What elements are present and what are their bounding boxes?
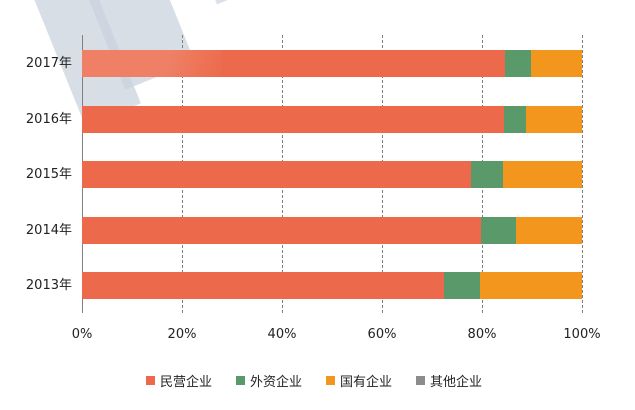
bar-segment	[479, 272, 582, 300]
watermark-shape	[214, 0, 230, 5]
bar-row	[82, 50, 582, 77]
y-axis-label: 2017年	[25, 56, 72, 71]
legend-swatch-icon	[326, 376, 335, 385]
y-axis-label: 2013年	[25, 278, 72, 294]
bar-row	[82, 161, 582, 189]
legend-item: 国有企业	[326, 371, 416, 390]
bar-segment	[443, 272, 480, 300]
bar-segment	[82, 50, 505, 77]
legend-swatch-icon	[146, 376, 155, 385]
bar-segment	[503, 161, 582, 189]
bar-segment	[82, 272, 444, 300]
bar-row	[82, 272, 582, 300]
legend-item: 外资企业	[236, 371, 326, 390]
x-axis-tick-label: 40%	[267, 327, 297, 342]
legend-item: 其他企业	[416, 371, 506, 390]
bar-segment	[82, 105, 504, 133]
legend-swatch-icon	[236, 376, 245, 385]
legend-swatch-icon	[416, 376, 425, 385]
y-axis-label: 2014年	[25, 222, 72, 238]
bar-segment	[82, 161, 471, 189]
y-axis-label: 2015年	[25, 167, 72, 183]
y-axis-label: 2016年	[25, 111, 72, 127]
legend-label: 其他企业	[430, 375, 483, 390]
bar-segment	[82, 216, 481, 244]
bar-row	[82, 216, 582, 244]
bar-segment	[503, 105, 526, 133]
bar-segment	[470, 161, 503, 189]
legend: 民营企业 外资企业 国有企业 其他企业	[146, 371, 506, 390]
x-axis-tick-label: 100%	[563, 327, 601, 342]
legend-label: 国有企业	[340, 375, 393, 390]
bar-segment	[515, 216, 582, 244]
bar-row	[82, 105, 582, 133]
x-axis-tick-label: 60%	[367, 327, 397, 342]
bar-segment	[526, 105, 582, 133]
gridline	[582, 35, 583, 313]
legend-label: 民营企业	[160, 375, 213, 390]
x-axis-tick-label: 20%	[167, 327, 197, 342]
legend-label: 外资企业	[250, 375, 303, 390]
bar-segment	[505, 50, 531, 77]
bar-segment	[480, 216, 516, 244]
x-axis-tick-label: 0%	[71, 327, 93, 342]
legend-item: 民营企业	[146, 371, 236, 390]
x-axis-tick-label: 80%	[467, 327, 497, 342]
bar-segment	[531, 50, 582, 77]
